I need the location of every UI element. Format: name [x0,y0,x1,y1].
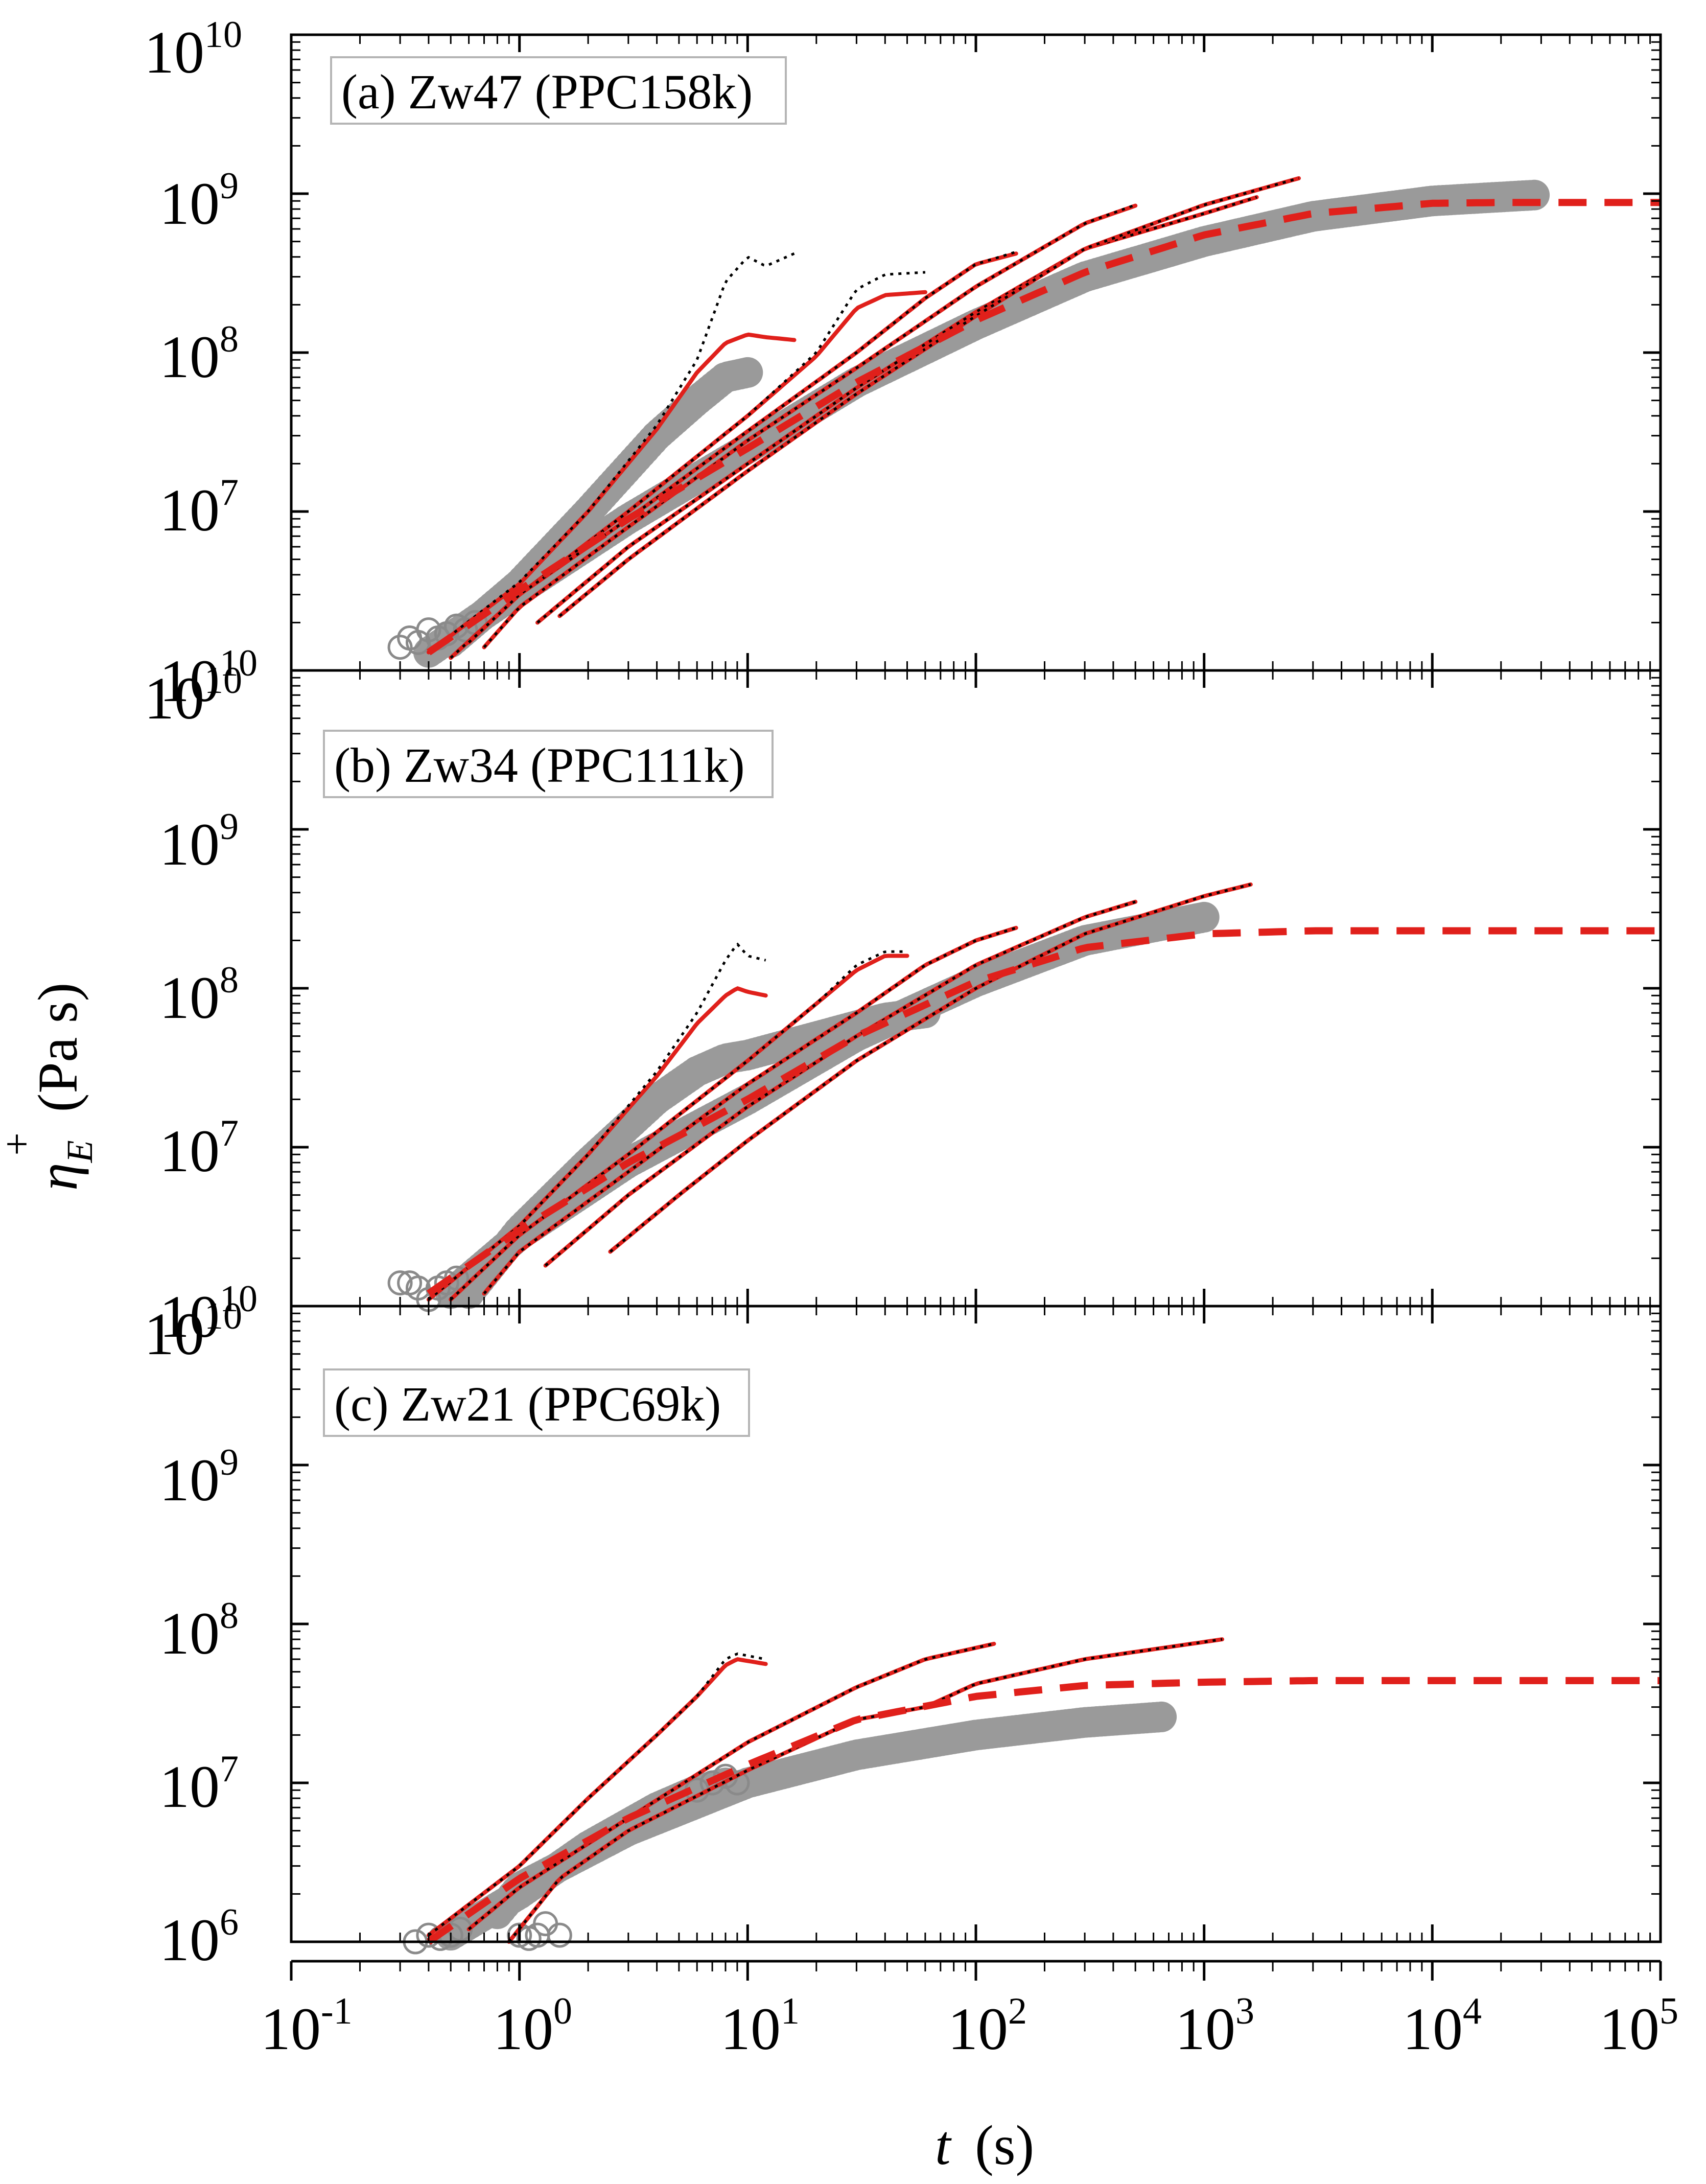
panel-a-data-line-5 [558,177,1299,617]
xtick-2: 101 [720,1990,800,2062]
x-axis-ticks [290,1961,1662,1981]
panel-a-data-line-2 [468,250,1017,644]
panel-b: (b) Zw34 (PPC111k) 1010 109 108 107 1010 [144,660,1662,1350]
panel-b-ticks [290,670,1661,1308]
panel-a-data-line-4 [536,196,1257,624]
panel-b-lve-envelope [426,927,1661,1297]
panel-b-legend-box: (b) Zw34 (PPC111k) [323,730,774,798]
panel-b-fit-line-2 [482,925,1018,1296]
panel-a-lve-envelope [426,199,1661,656]
panel-b-label-box [323,730,774,798]
xtick-4: 103 [1175,1990,1254,2062]
panel-a-legend-box: (a) Zw47 (PPC158k) [330,56,787,125]
panel-b-y-tick-labels: 1010 109 108 107 1010 [144,660,258,1350]
xtick-0: 10-1 [261,1990,353,2062]
xtick-3: 102 [948,1990,1027,2062]
panel-a-ticks [290,35,1661,672]
panel-b-fit-line-4 [608,882,1253,1254]
panel-a-ytick-0: 1010 [144,14,242,86]
panel-a: (a) Zw47 (PPC158k) 1010 109 108 107 1010 [144,14,1662,714]
panel-c-plot [403,1637,1661,1955]
panel-c-label: (c) Zw21 (PPC69k) [334,1377,721,1431]
panel-b-plot [387,882,1661,1312]
panel-b-open-circle-0 [387,1270,413,1296]
panel-b-data-line-0 [428,942,766,1301]
panel-b-grey-point-0-198 [1188,901,1220,933]
panel-a-y-tick-labels: 1010 109 108 107 1010 [144,14,258,714]
panel-b-ytick-1: 109 [159,806,239,878]
panel-b-label: (b) Zw34 (PPC111k) [334,738,745,793]
panel-c-ytick-1: 109 [159,1442,239,1514]
panel-a-open-circle-0 [387,635,413,660]
panel-c: (c) Zw21 (PPC69k) 1010 109 108 107 106 [144,1295,1662,1973]
panel-c-ytick-3: 107 [159,1748,239,1820]
xtick-6: 105 [1599,1990,1678,2062]
panel-a-ytick-1: 109 [159,165,239,237]
panel-a-label-box [330,56,787,125]
panel-c-legend-box: (c) Zw21 (PPC69k) [323,1368,750,1437]
panel-c-ytick-0: 1010 [144,1295,242,1367]
panel-a-grey-point-1-78 [732,357,763,388]
panel-b-data-line-1 [450,950,907,1300]
panel-b-ytick-0: 1010 [144,660,242,732]
panel-c-lve-envelope [426,1677,1661,1945]
panel-a-ytick-3: 107 [159,472,239,544]
x-tick-labels: 10-1 100 101 102 103 104 105 [261,1990,1678,2062]
panel-a-label: (a) Zw47 (PPC158k) [341,64,753,119]
panel-b-ytick-4: 1010 [159,1278,258,1350]
panel-c-ytick-2: 108 [159,1595,239,1667]
panel-c-open-circle-9 [547,1922,572,1948]
x-axis-title: t (s) [935,2114,1034,2176]
panel-a-data-line-3 [483,203,1136,648]
xtick-1: 100 [493,1990,572,2062]
xtick-5: 104 [1403,1990,1482,2062]
y-axis-title: ηE+(Pa s) [0,983,100,1191]
panel-a-ytick-2: 108 [159,318,239,390]
panel-a-ytick-4: 1010 [159,642,258,714]
panel-a-open-circle-3 [416,617,441,643]
panel-c-data-line-2 [508,1638,1223,1943]
panel-c-ticks [290,1306,1661,1943]
panel-b-ytick-2: 108 [159,959,239,1031]
panel-c-grey-point-0-175 [1146,1701,1177,1732]
panel-b-ytick-3: 107 [159,1112,239,1184]
panel-c-fit-line-1 [466,1641,996,1932]
panel-c-label-box [323,1368,750,1437]
panel-a-plot [387,176,1661,668]
panel-c-y-tick-labels: 1010 109 108 107 106 [144,1295,242,1973]
panel-c-data-line-0 [428,1652,766,1937]
panel-c-ytick-4: 106 [159,1901,239,1973]
